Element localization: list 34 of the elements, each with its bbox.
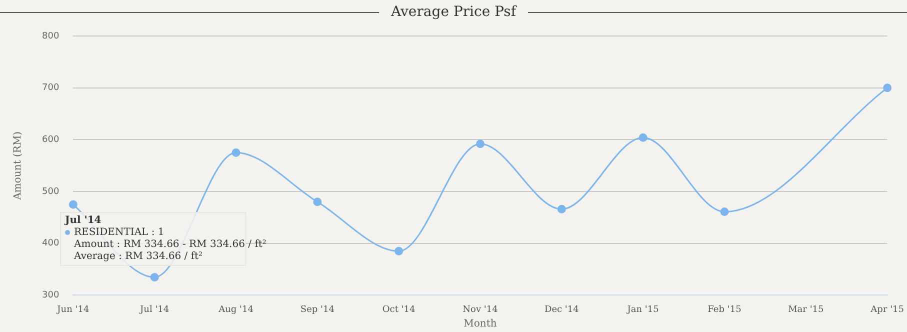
point bbox=[232, 148, 240, 157]
y-tick-label: 400 bbox=[42, 238, 60, 249]
y-tick-label: 500 bbox=[42, 186, 60, 197]
x-tick-label: Jan '15 bbox=[626, 304, 660, 315]
y-axis-title: Amount (RM) bbox=[12, 131, 24, 201]
point bbox=[150, 272, 159, 282]
x-axis-title: Month bbox=[464, 318, 498, 330]
chart-title: Average Price Psf bbox=[390, 4, 518, 20]
x-tick-label: Oct '14 bbox=[382, 304, 416, 315]
annotation: Jul '14 bbox=[65, 215, 102, 227]
y-tick-label: 800 bbox=[42, 31, 60, 42]
y-tick-label: 600 bbox=[42, 135, 60, 146]
x-tick-label: Jul '14 bbox=[139, 304, 170, 315]
x-tick-label: Dec '14 bbox=[544, 304, 580, 315]
x-tick-label: Feb '15 bbox=[708, 304, 742, 315]
x-tick-label: Aug '14 bbox=[218, 304, 254, 315]
point bbox=[68, 200, 78, 209]
x-tick-label: Mar '15 bbox=[788, 304, 824, 315]
annotation: Amount : RM 334.66 - RM 334.66 / ft² bbox=[73, 239, 266, 251]
point bbox=[394, 246, 404, 256]
y-tick-label: 300 bbox=[42, 290, 60, 301]
annotation: RESIDENTIAL : 1 bbox=[74, 227, 164, 238]
annotation: Average : RM 334.66 / ft² bbox=[73, 251, 204, 263]
point bbox=[720, 207, 729, 216]
point bbox=[638, 133, 648, 142]
x-tick-label: Jun '14 bbox=[56, 304, 90, 315]
x-tick-label: Sep '14 bbox=[300, 304, 335, 315]
point bbox=[476, 140, 484, 148]
point bbox=[557, 204, 566, 214]
x-tick-label: Nov '14 bbox=[462, 304, 498, 315]
point bbox=[883, 84, 892, 92]
y-tick-label: 700 bbox=[42, 83, 60, 94]
point bbox=[313, 198, 322, 206]
x-tick-label: Apr '15 bbox=[870, 304, 904, 315]
